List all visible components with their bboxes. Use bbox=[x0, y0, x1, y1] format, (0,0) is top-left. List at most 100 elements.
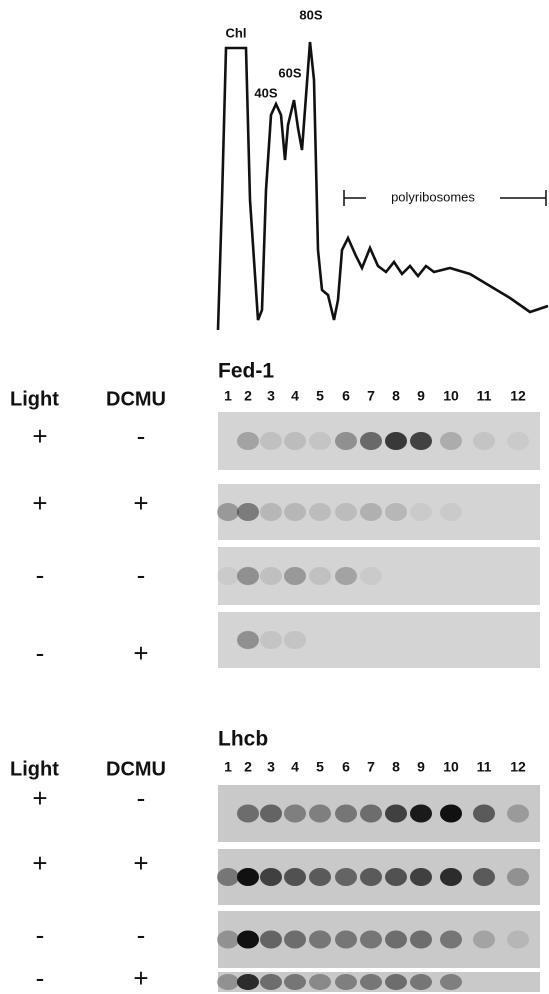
band bbox=[309, 974, 331, 990]
band bbox=[440, 804, 462, 823]
band bbox=[473, 930, 495, 949]
lane-number: 3 bbox=[267, 759, 275, 775]
band bbox=[360, 432, 382, 450]
band bbox=[237, 567, 259, 585]
band bbox=[440, 503, 462, 521]
column-header: DCMU bbox=[106, 758, 166, 780]
band bbox=[284, 930, 306, 949]
band bbox=[440, 432, 462, 450]
lane-number: 11 bbox=[477, 388, 492, 404]
band bbox=[335, 432, 357, 450]
lane-number: 7 bbox=[367, 388, 375, 404]
band bbox=[237, 503, 259, 521]
lane-number: 6 bbox=[342, 759, 350, 775]
band bbox=[385, 432, 407, 450]
lane-number: 12 bbox=[510, 388, 526, 404]
column-header: Light bbox=[10, 758, 59, 780]
band bbox=[217, 930, 239, 949]
lane-number: 12 bbox=[510, 759, 526, 775]
lane-number: 9 bbox=[417, 388, 425, 404]
condition-sign: + bbox=[32, 783, 47, 813]
band bbox=[410, 868, 432, 886]
band bbox=[385, 974, 407, 990]
band bbox=[309, 930, 331, 949]
condition-sign: - bbox=[137, 421, 146, 451]
band bbox=[309, 567, 331, 585]
lane-number: 9 bbox=[417, 759, 425, 775]
band bbox=[385, 930, 407, 949]
condition-sign: - bbox=[36, 560, 45, 590]
condition-sign: - bbox=[36, 920, 45, 950]
lane-number: 11 bbox=[477, 759, 492, 775]
condition-sign: + bbox=[133, 638, 148, 668]
band bbox=[473, 868, 495, 886]
band bbox=[360, 567, 382, 585]
condition-sign: - bbox=[36, 963, 45, 993]
lane-number: 8 bbox=[392, 759, 400, 775]
peak-label: 80S bbox=[299, 7, 322, 22]
condition-sign: + bbox=[133, 963, 148, 993]
band bbox=[473, 804, 495, 823]
peak-label: Chl bbox=[226, 25, 247, 40]
band bbox=[507, 868, 529, 886]
label-gap bbox=[366, 190, 500, 206]
blot-strip bbox=[218, 972, 540, 992]
band bbox=[440, 868, 462, 886]
condition-sign: + bbox=[32, 488, 47, 518]
band bbox=[309, 432, 331, 450]
band bbox=[507, 930, 529, 949]
band bbox=[440, 974, 462, 990]
band bbox=[473, 432, 495, 450]
blot-strip bbox=[218, 547, 540, 605]
lane-number: 6 bbox=[342, 388, 350, 404]
blot-strip bbox=[218, 612, 540, 668]
lane-number: 5 bbox=[316, 388, 324, 404]
band bbox=[309, 804, 331, 823]
panel-title: Fed-1 bbox=[218, 360, 274, 383]
band bbox=[335, 974, 357, 990]
band bbox=[237, 974, 259, 990]
lane-number: 1 bbox=[224, 759, 232, 775]
band bbox=[360, 804, 382, 823]
band bbox=[410, 930, 432, 949]
band bbox=[410, 974, 432, 990]
band bbox=[410, 432, 432, 450]
band bbox=[360, 503, 382, 521]
lane-number: 3 bbox=[267, 388, 275, 404]
band bbox=[507, 432, 529, 450]
band bbox=[260, 432, 282, 450]
band bbox=[260, 804, 282, 823]
peak-label: 40S bbox=[254, 85, 277, 100]
lane-number: 10 bbox=[443, 388, 459, 404]
band bbox=[385, 868, 407, 886]
band bbox=[260, 974, 282, 990]
band bbox=[309, 868, 331, 886]
lane-number: 4 bbox=[291, 388, 299, 404]
condition-sign: - bbox=[137, 560, 146, 590]
band bbox=[237, 631, 259, 649]
band bbox=[440, 930, 462, 949]
band bbox=[217, 868, 239, 886]
band bbox=[335, 804, 357, 823]
region-label: polyribosomes bbox=[391, 189, 475, 204]
band bbox=[309, 503, 331, 521]
band bbox=[284, 804, 306, 823]
band bbox=[237, 432, 259, 450]
band bbox=[237, 804, 259, 823]
lane-number: 10 bbox=[443, 759, 459, 775]
band bbox=[410, 503, 432, 521]
lane-number: 1 bbox=[224, 388, 232, 404]
band bbox=[385, 503, 407, 521]
column-header: DCMU bbox=[106, 388, 166, 410]
band bbox=[360, 930, 382, 949]
band bbox=[260, 631, 282, 649]
band bbox=[217, 503, 239, 521]
band bbox=[360, 974, 382, 990]
band bbox=[260, 503, 282, 521]
band bbox=[335, 567, 357, 585]
lane-number: 7 bbox=[367, 759, 375, 775]
condition-sign: - bbox=[36, 638, 45, 668]
lane-number: 2 bbox=[244, 388, 252, 404]
condition-sign: - bbox=[137, 920, 146, 950]
